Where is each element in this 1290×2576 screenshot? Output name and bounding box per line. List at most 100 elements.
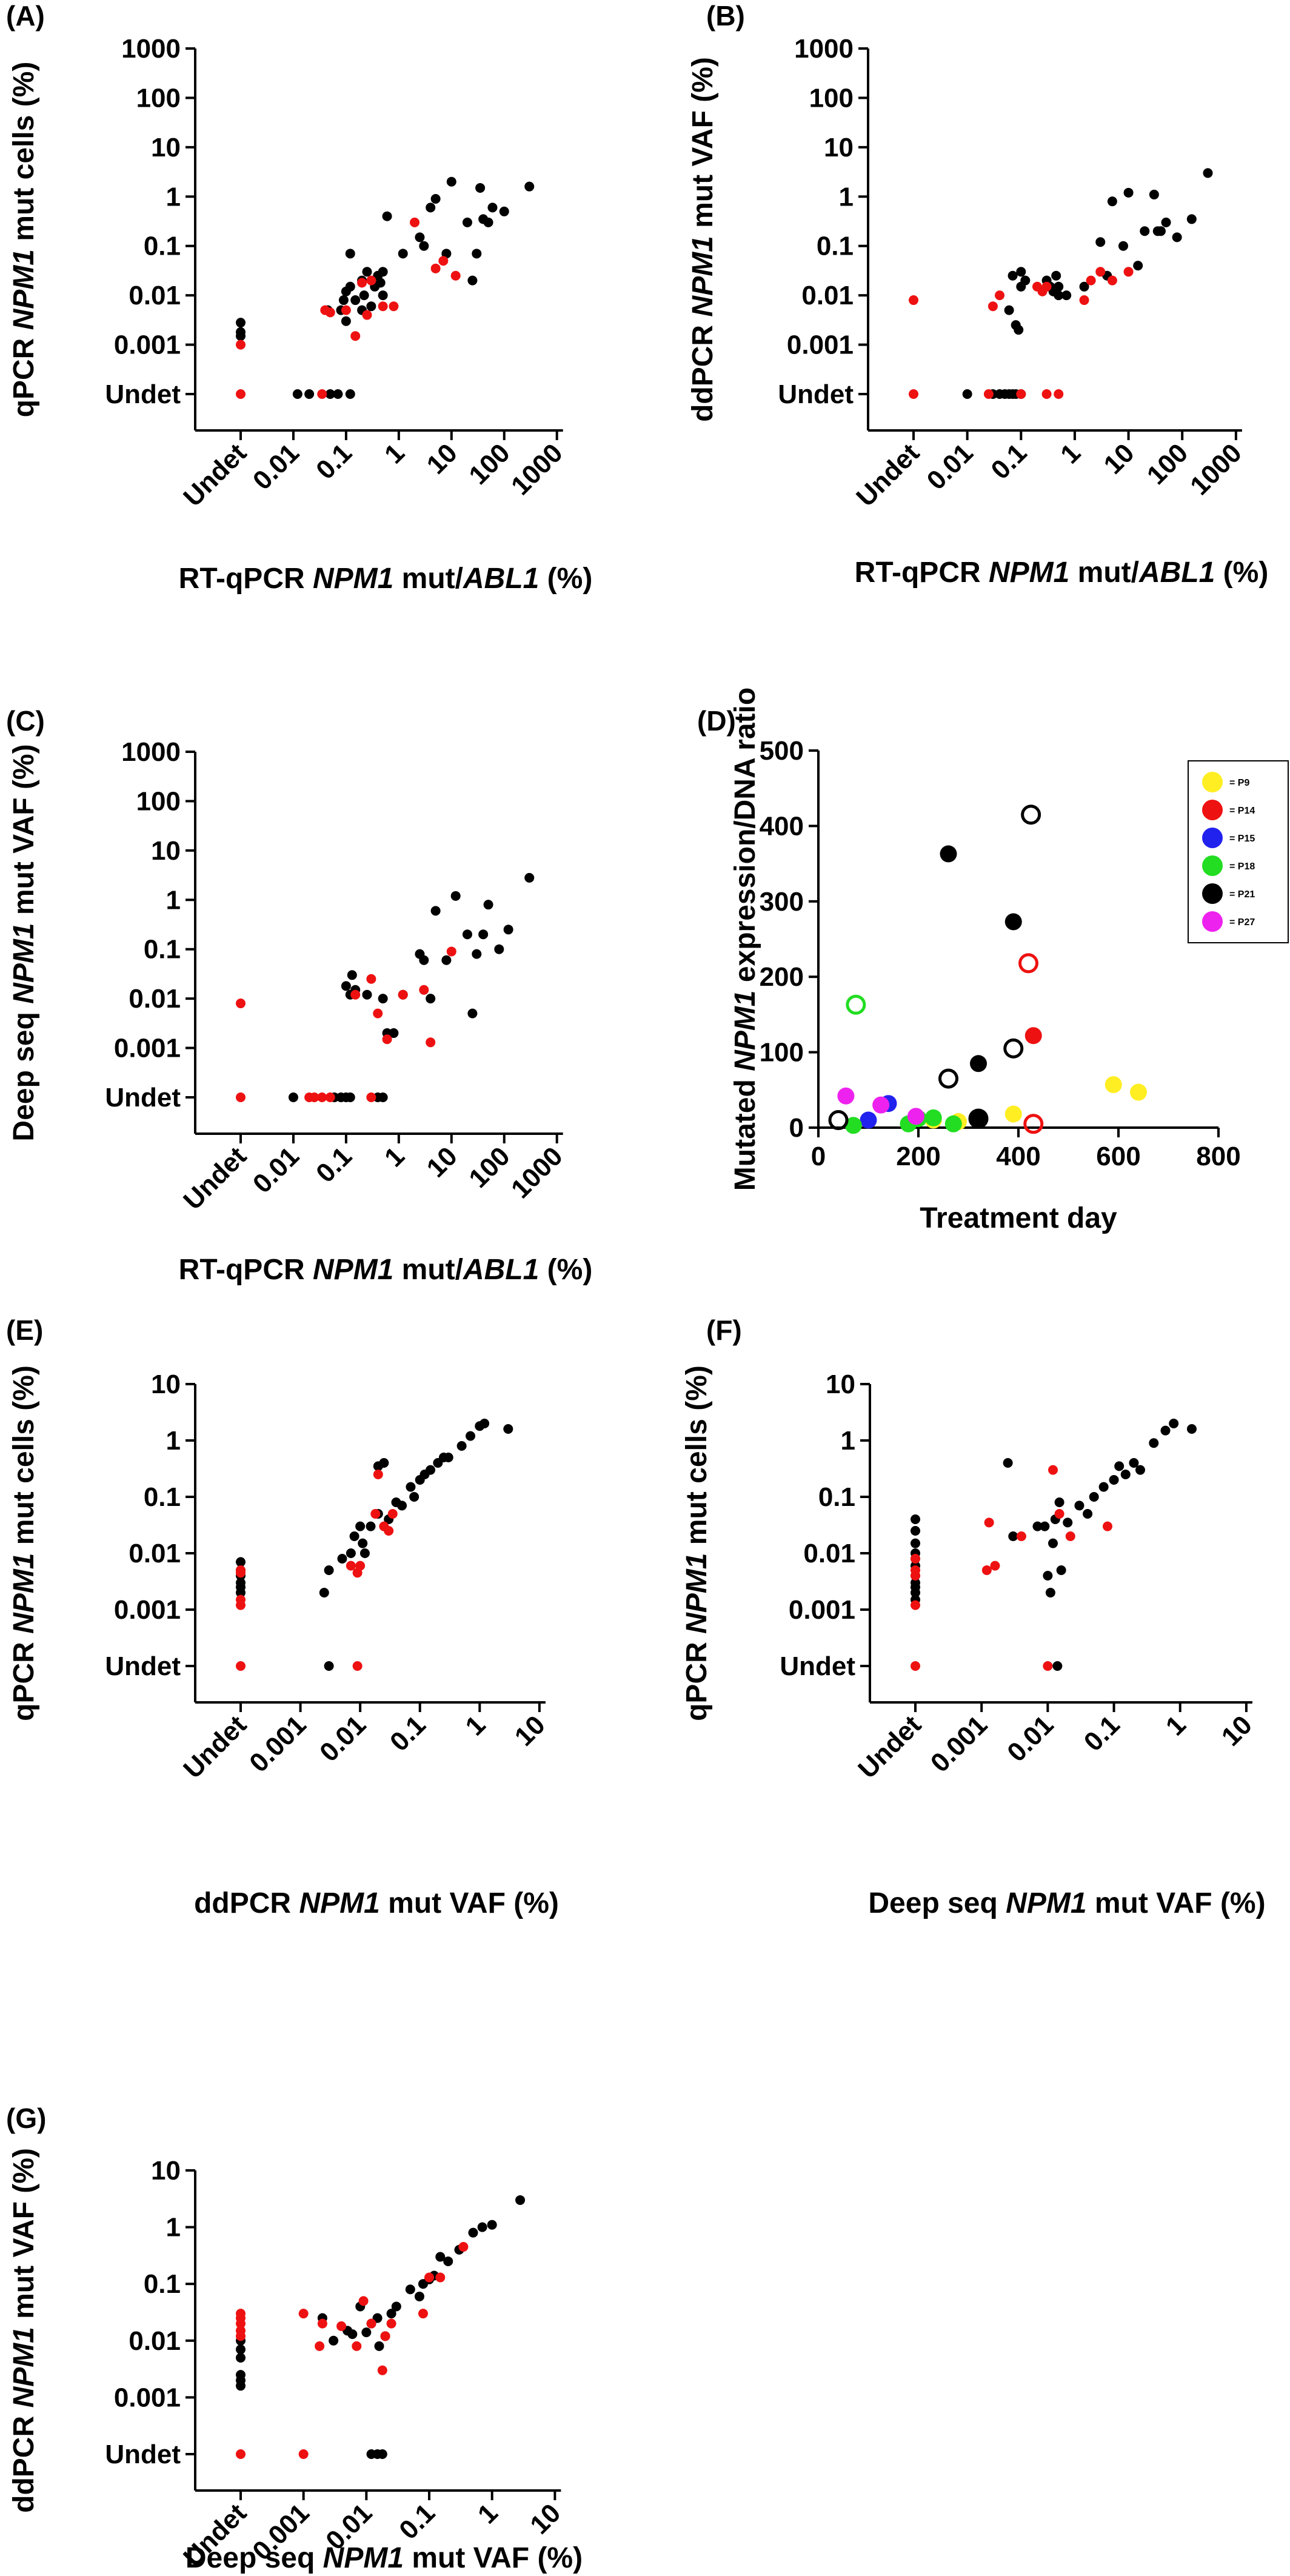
data-point-red bbox=[380, 2331, 390, 2341]
data-point-red bbox=[424, 2272, 435, 2283]
data-point-black bbox=[524, 181, 535, 192]
data-point-black bbox=[1008, 270, 1018, 281]
x-tick-label: 0.1 bbox=[384, 1710, 432, 1757]
data-point-black bbox=[337, 1554, 347, 1564]
data-point-black bbox=[359, 1548, 370, 1558]
data-point-P9 bbox=[1130, 1083, 1147, 1101]
data-point-black bbox=[503, 1424, 513, 1434]
data-point-red bbox=[909, 389, 918, 399]
y-tick-label: 10 bbox=[151, 2156, 181, 2186]
y-axis-title: Mutated NPM1 expression/DNA ratio bbox=[729, 687, 761, 1191]
data-point-red bbox=[1086, 275, 1096, 286]
data-point-red bbox=[366, 1092, 376, 1102]
x-axis-title-part: NPM1 bbox=[1006, 1887, 1086, 1919]
data-point-black bbox=[1045, 1588, 1055, 1598]
data-point-black bbox=[426, 202, 436, 213]
y-axis-title-part: mut VAF (%) bbox=[687, 57, 719, 236]
data-point-red bbox=[1102, 1521, 1112, 1531]
data-point-black bbox=[236, 2352, 246, 2363]
data-point-P9 bbox=[1004, 1105, 1022, 1123]
data-point-red bbox=[1065, 1531, 1075, 1542]
x-axis-title: Deep seq NPM1 mut VAF (%) bbox=[185, 2542, 583, 2574]
y-axis-title-part: NPM1 bbox=[8, 2327, 40, 2407]
legend-label: = P15 bbox=[1229, 834, 1255, 844]
data-point-black bbox=[324, 1661, 334, 1671]
y-tick-label: 10 bbox=[824, 133, 854, 162]
x-axis-title-part: ddPCR bbox=[194, 1887, 299, 1919]
y-tick-label: 0 bbox=[789, 1113, 804, 1143]
data-point-black bbox=[462, 929, 472, 940]
y-tick-label: 100 bbox=[136, 83, 181, 113]
data-point-black bbox=[378, 994, 388, 1004]
y-tick-label: 1000 bbox=[121, 34, 181, 64]
x-tick-label: 600 bbox=[1096, 1142, 1140, 1171]
data-point-red bbox=[236, 1661, 246, 1671]
data-point-red bbox=[386, 2318, 396, 2329]
y-axis-title-part: mut cells (%) bbox=[8, 1365, 40, 1553]
x-tick-label: Undet bbox=[851, 438, 925, 512]
x-axis-title-part: mut VAF (%) bbox=[1087, 1887, 1266, 1919]
data-point-black bbox=[406, 1482, 416, 1492]
x-axis-title: Treatment day bbox=[920, 1202, 1117, 1234]
data-point-black bbox=[288, 1092, 298, 1102]
data-point-open-P14 bbox=[1023, 1114, 1044, 1134]
legend-box bbox=[1188, 760, 1289, 943]
data-point-black bbox=[1063, 1517, 1073, 1528]
data-point-black bbox=[329, 2335, 339, 2346]
data-point-black bbox=[236, 1557, 246, 1567]
data-point-P27 bbox=[907, 1108, 924, 1125]
y-tick-label: 0.1 bbox=[818, 1482, 855, 1512]
data-point-black bbox=[435, 2252, 446, 2262]
y-tick-label: 400 bbox=[760, 811, 804, 841]
data-point-black bbox=[1032, 1521, 1043, 1531]
x-tick-label: 10 bbox=[421, 438, 463, 480]
data-point-P27 bbox=[872, 1096, 890, 1114]
x-tick-label: 10 bbox=[421, 1141, 463, 1183]
y-axis-title-part: Deep seq bbox=[8, 1004, 40, 1142]
data-point-black bbox=[382, 211, 392, 221]
x-axis-title-part: ABL1 bbox=[1138, 557, 1215, 589]
data-point-black bbox=[430, 906, 441, 916]
data-point-open-P21 bbox=[1003, 1038, 1024, 1059]
data-point-black bbox=[1014, 325, 1024, 335]
data-point-black bbox=[1089, 1492, 1099, 1502]
data-point-black bbox=[1186, 1424, 1197, 1434]
data-point-red bbox=[911, 1661, 920, 1671]
x-tick-label: 10 bbox=[1098, 438, 1140, 480]
data-point-red bbox=[357, 278, 367, 288]
data-point-black bbox=[236, 318, 246, 328]
data-point-black bbox=[446, 176, 456, 187]
data-point-black bbox=[1043, 1571, 1053, 1581]
data-point-black bbox=[347, 2329, 358, 2340]
data-point-red bbox=[418, 2309, 428, 2319]
y-axis-title-part: mut VAF (%) bbox=[8, 744, 40, 923]
x-tick-label: 10 bbox=[1216, 1710, 1258, 1751]
y-tick-label: 1000 bbox=[794, 34, 854, 64]
data-point-red bbox=[410, 217, 420, 227]
data-point-black bbox=[494, 944, 504, 954]
y-axis-title: ddPCR NPM1 mut VAF (%) bbox=[8, 2148, 40, 2513]
data-point-P21 bbox=[1004, 913, 1022, 931]
data-point-red bbox=[430, 263, 441, 273]
y-axis-title: qPCR NPM1 mut cells (%) bbox=[681, 1365, 713, 1721]
data-point-red bbox=[911, 1571, 920, 1581]
data-point-black bbox=[478, 929, 489, 940]
data-point-black bbox=[426, 1465, 436, 1475]
data-point-red bbox=[366, 275, 376, 286]
data-point-red bbox=[446, 946, 456, 957]
y-axis-title: Deep seq NPM1 mut VAF (%) bbox=[8, 744, 40, 1141]
legend-label: = P21 bbox=[1229, 889, 1255, 900]
data-point-red bbox=[350, 989, 361, 1000]
data-point-red bbox=[438, 256, 449, 266]
y-axis-title-part: NPM1 bbox=[681, 1553, 713, 1634]
data-point-red bbox=[346, 1561, 356, 1571]
data-point-black bbox=[1098, 1482, 1109, 1492]
x-tick-label: 100 bbox=[1141, 438, 1194, 490]
data-point-red bbox=[981, 1565, 992, 1575]
data-point-P27 bbox=[837, 1087, 855, 1105]
data-point-open-P21 bbox=[828, 1110, 849, 1131]
data-point-red bbox=[236, 340, 246, 350]
panel-label: (A) bbox=[6, 0, 45, 32]
data-point-P18 bbox=[944, 1115, 962, 1132]
legend: = P9 = P14 = P15 = P18 = P21 = P27 bbox=[1188, 760, 1289, 943]
